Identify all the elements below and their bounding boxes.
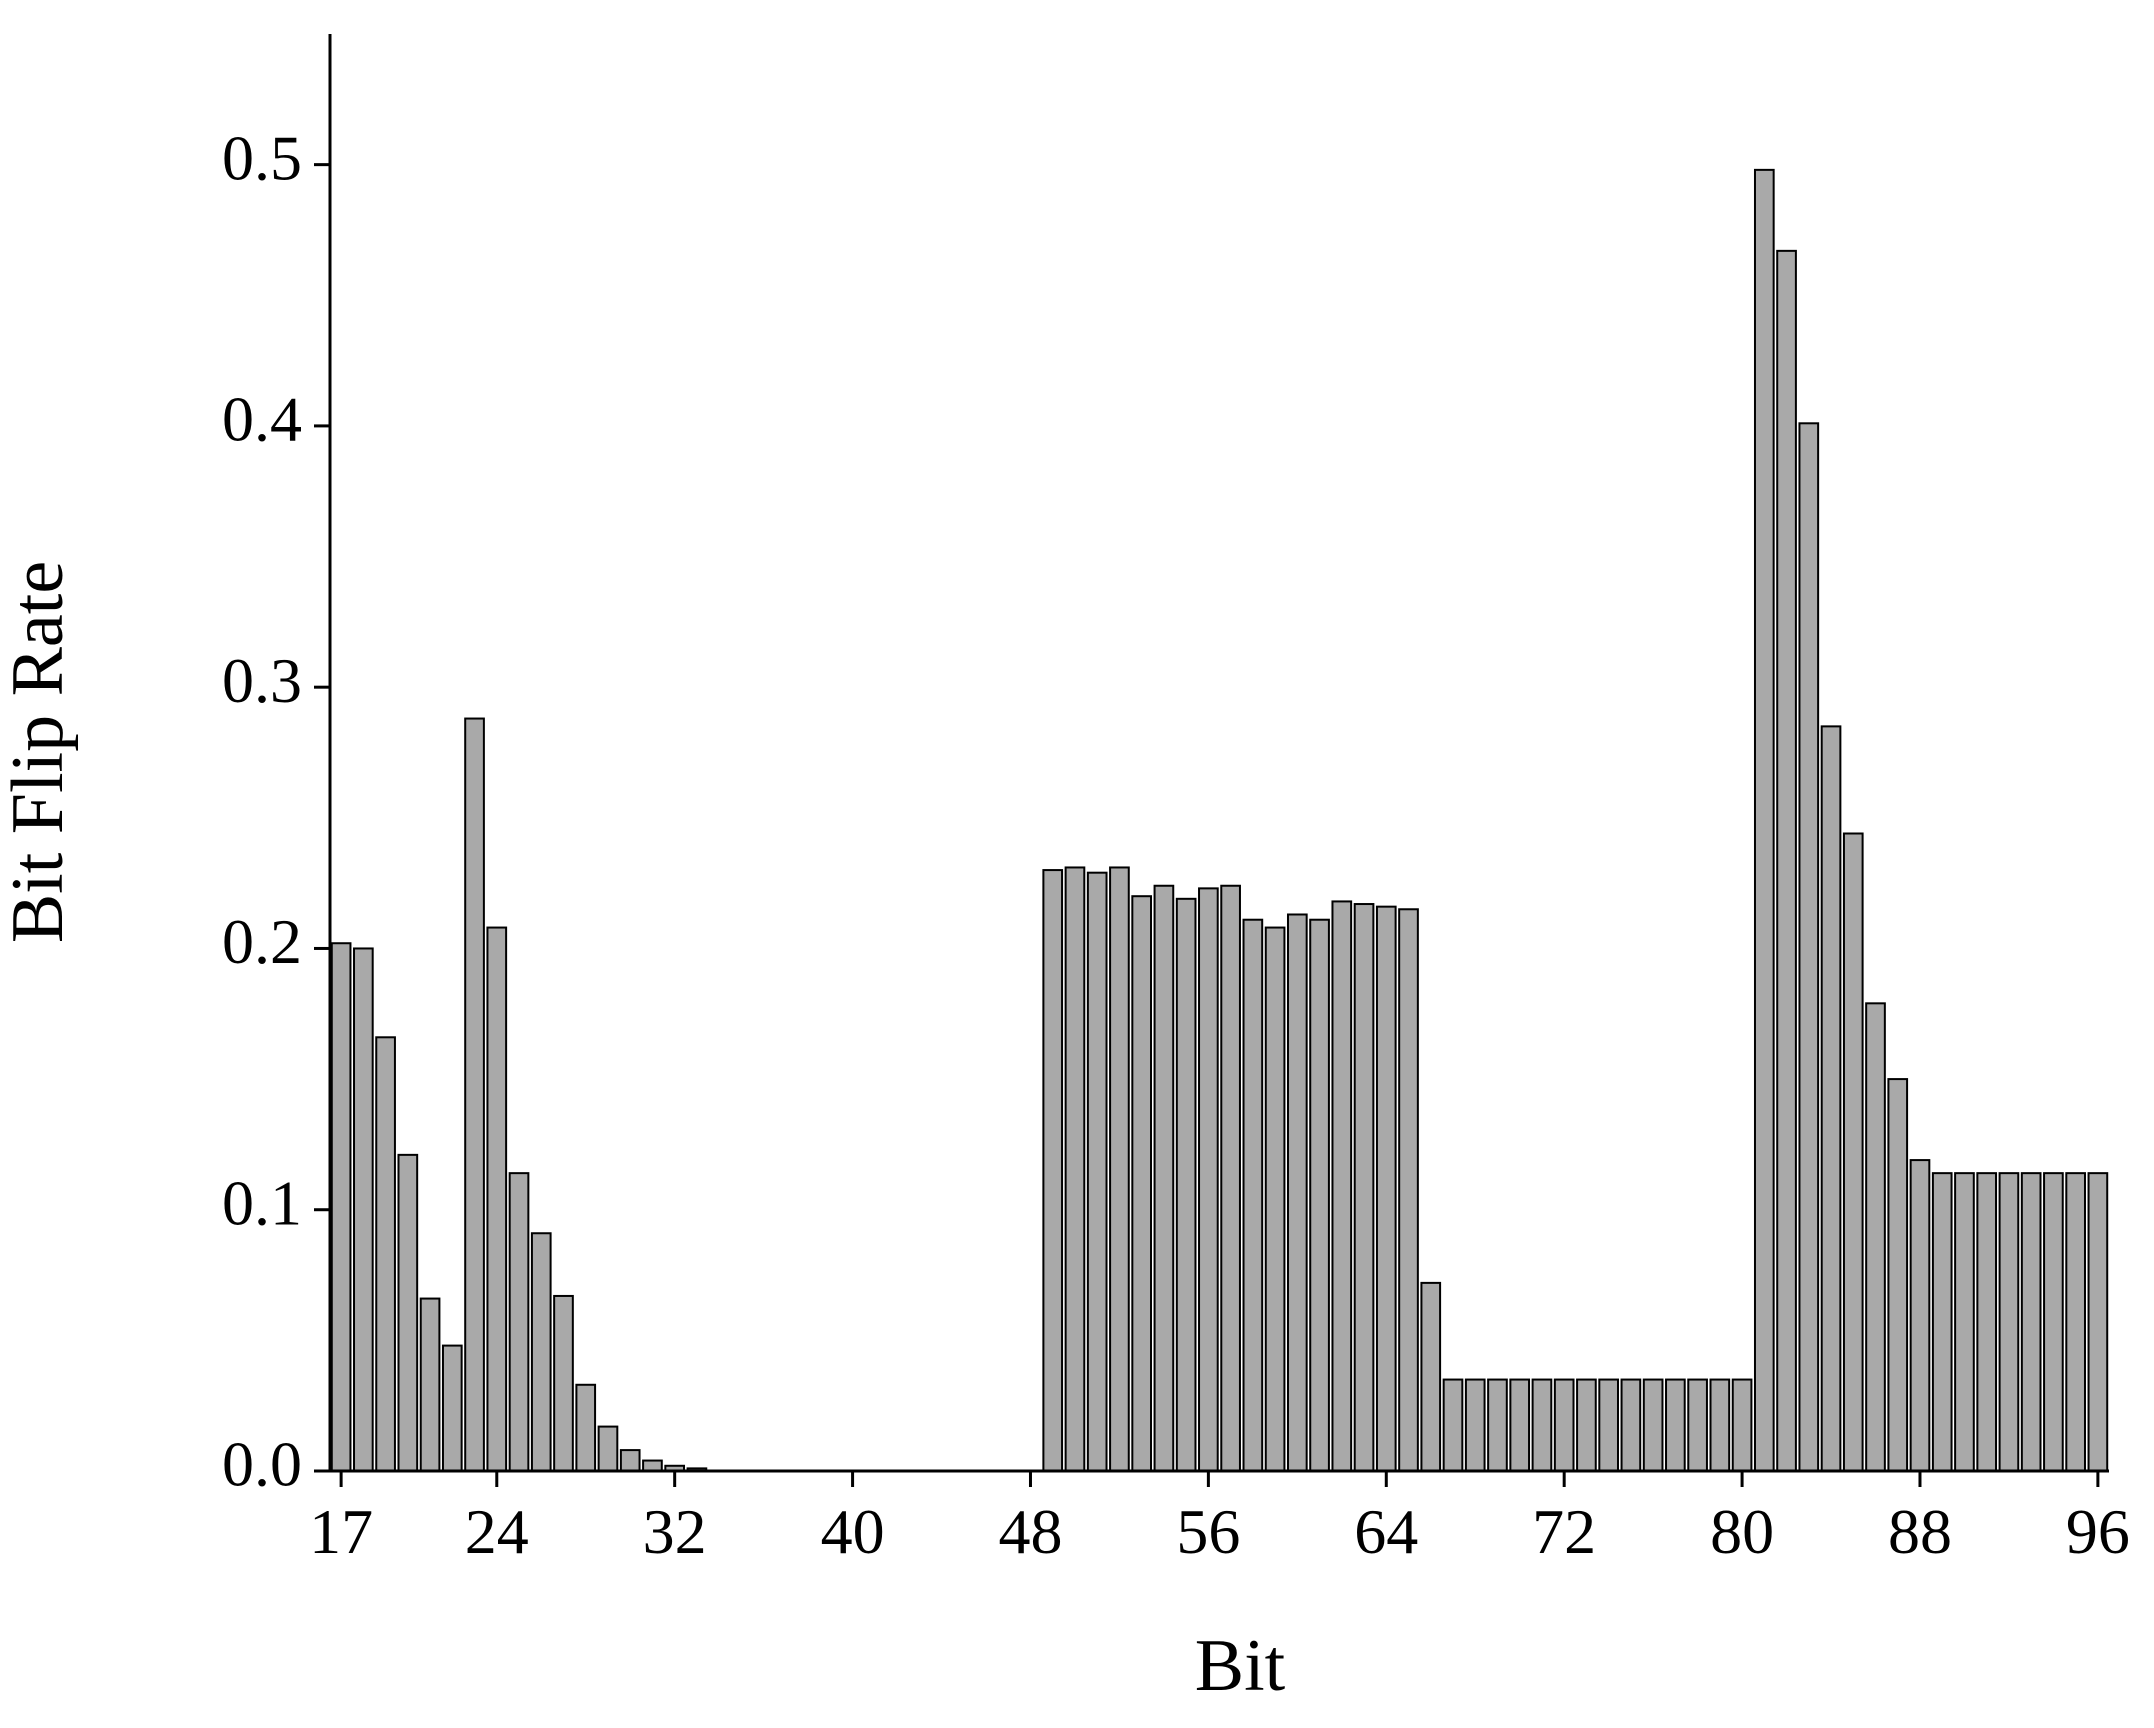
bar: [1531, 1378, 1553, 1473]
bar: [1687, 1378, 1708, 1473]
bar: [1598, 1378, 1619, 1473]
bar: [1776, 249, 1797, 1473]
y-axis-title: Bit Flip Rate: [0, 561, 79, 943]
bar: [1331, 900, 1353, 1472]
bar: [1931, 1172, 1953, 1472]
y-tick-label: 0.0: [222, 1429, 302, 1500]
bar: [1954, 1172, 1975, 1472]
x-tick-label: 56: [1176, 1496, 1240, 1567]
y-tick-label: 0.3: [222, 645, 302, 716]
bar: [2020, 1172, 2042, 1472]
y-tick-label: 0.1: [222, 1167, 302, 1238]
bar: [2087, 1172, 2109, 1472]
bar: [1909, 1159, 1931, 1472]
bar: [1464, 1378, 1486, 1473]
x-tick-label: 64: [1354, 1496, 1418, 1567]
bar: [597, 1425, 619, 1472]
bar: [486, 926, 508, 1472]
bar: [1242, 918, 1264, 1472]
bar: [2065, 1172, 2086, 1472]
bar: [1398, 908, 1419, 1472]
bar: [1976, 1172, 1998, 1472]
x-tick-label: 32: [643, 1496, 707, 1567]
bar: [1620, 1378, 1642, 1473]
bar: [1198, 887, 1219, 1472]
bar: [575, 1383, 597, 1473]
bar: [1820, 725, 1842, 1472]
x-tick-label: 24: [465, 1496, 529, 1567]
bar: [1487, 1378, 1508, 1473]
bar: [1665, 1378, 1686, 1473]
bar: [1798, 422, 1820, 1472]
bar: [1353, 903, 1375, 1472]
bar: [619, 1449, 641, 1472]
x-axis-title: Bit: [1195, 1625, 1286, 1707]
x-tick-label: 48: [998, 1496, 1062, 1567]
x-tick-label: 72: [1532, 1496, 1596, 1567]
bar: [1731, 1378, 1753, 1473]
bar: [1153, 884, 1175, 1472]
bar: [1420, 1281, 1442, 1473]
bar: [1753, 168, 1775, 1472]
bar: [1064, 866, 1086, 1472]
y-tick-label: 0.4: [222, 384, 302, 455]
bar: [330, 942, 352, 1472]
bar: [1998, 1172, 2020, 1472]
x-tick-label: 88: [1888, 1496, 1952, 1567]
bar: [1553, 1378, 1575, 1473]
bar: [1842, 832, 1864, 1472]
bar: [1709, 1378, 1731, 1473]
bar: [553, 1294, 574, 1472]
bar: [1887, 1078, 1909, 1473]
bar: [1220, 884, 1241, 1472]
bar: [1086, 871, 1108, 1472]
bar: [441, 1344, 463, 1473]
y-tick-label: 0.5: [222, 122, 302, 193]
bar: [1309, 918, 1330, 1472]
y-tick-label: 0.2: [222, 906, 302, 977]
bar: [530, 1232, 552, 1472]
bar: [1175, 897, 1197, 1472]
bar: [397, 1153, 419, 1472]
bar: [1375, 905, 1397, 1472]
bar: [1642, 1378, 1664, 1473]
x-tick-label: 40: [821, 1496, 885, 1567]
bar: [353, 947, 374, 1472]
bar: [2043, 1172, 2064, 1472]
bar: [1286, 913, 1308, 1472]
bar: [642, 1459, 663, 1472]
bar: [1576, 1378, 1597, 1473]
x-tick-label: 96: [2066, 1496, 2130, 1567]
bar: [464, 717, 485, 1472]
x-tick-label: 17: [309, 1496, 373, 1567]
bar: [1042, 869, 1064, 1472]
bar: [375, 1036, 396, 1472]
x-tick-label: 80: [1710, 1496, 1774, 1567]
bar: [1509, 1378, 1531, 1473]
bar: [1865, 1002, 1886, 1473]
bar: [508, 1172, 530, 1472]
bar: [1442, 1378, 1464, 1473]
bar: [1264, 926, 1286, 1472]
bar: [419, 1297, 441, 1473]
bar: [1109, 866, 1130, 1472]
bar: [1131, 895, 1153, 1472]
